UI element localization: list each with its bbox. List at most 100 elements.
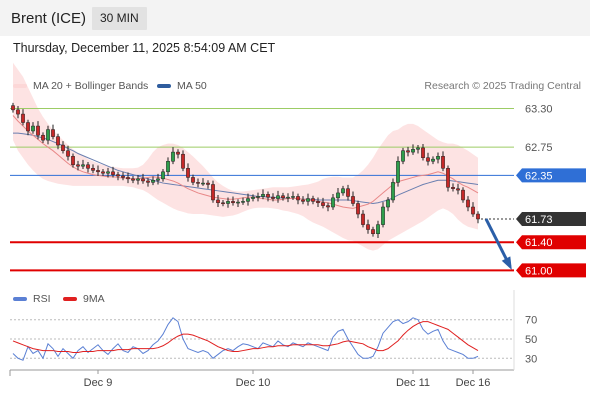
rsi-ma-line [12,321,479,353]
candle-body [431,158,435,162]
candle-body [111,171,115,175]
candle-body [261,194,265,197]
candle-body [286,196,290,199]
candle-body [331,197,335,208]
candle-body [321,202,325,206]
level-label-61.40: 61.40 [525,237,553,249]
candle-body [156,178,160,181]
candle-body [131,178,135,181]
candle-body [41,134,45,141]
candle-body [101,171,105,174]
level-label-62.75: 62.75 [525,142,553,154]
candle-body [391,182,395,201]
candle-body [296,196,300,201]
candle-body [21,113,25,123]
candle-body [86,164,90,169]
candle-body [146,180,150,183]
candle-body [226,201,230,204]
candle-body [446,168,450,188]
candle-body [161,171,165,180]
candle-body [166,160,170,173]
candle-body [81,164,85,167]
candle-body [436,156,440,160]
candle-body [211,184,215,201]
candle-body [336,192,340,199]
candle-body [386,199,390,208]
candle-body [246,198,250,202]
forecast-arrow-head [501,256,512,270]
candle-body [276,195,280,199]
candle-body [326,205,330,208]
copyright-text: Research © 2025 Trading Central [424,80,581,92]
candle-body [216,199,220,204]
rsi-tick-50: 50 [525,334,537,346]
candle-body [201,182,205,185]
candle-body [51,129,55,137]
candle-body [71,156,75,166]
candle-body [411,149,415,153]
ma50-swatch [157,84,171,88]
candle-body [76,164,80,167]
candle-body [266,194,270,198]
candle-body [231,201,235,204]
candle-body [171,151,175,162]
candle-body [11,105,15,111]
level-tag-61.40 [516,235,586,250]
legend-rsi-ma-label: 9MA [83,293,105,305]
candle-body [136,178,140,181]
legend-rsi-label: RSI [33,293,51,305]
candle-body [256,196,260,198]
candle-body [376,224,380,235]
candle-body [471,206,475,215]
candle-body [371,229,375,235]
legend-ma20-label: MA 20 + Bollinger Bands [33,80,149,92]
ma50-line [13,132,479,204]
rsi-ma-swatch [63,297,77,301]
legend-rsi: RSI [13,293,51,305]
level-label-63.30: 63.30 [525,103,553,115]
candle-body [36,125,40,136]
candle-body [401,150,405,162]
candle-body [206,182,210,185]
candle-body [456,188,460,191]
candle-body [361,213,365,225]
candle-body [66,150,70,157]
x-label-Dec-10: Dec 10 [236,377,271,389]
level-label-61.00: 61.00 [525,265,553,277]
rsi-tick-70: 70 [525,315,537,327]
candle-body [451,187,455,189]
x-label-Dec-9: Dec 9 [84,377,113,389]
candle-body [291,196,295,198]
candle-body [176,151,180,155]
candle-body [301,199,305,202]
candle-body [141,178,145,182]
candle-body [151,180,155,183]
level-tag-61.73 [516,211,586,226]
level-tag-61.00 [516,263,586,278]
candle-body [26,122,30,132]
timeframe-button[interactable]: 30 MIN [92,7,147,30]
candle-body [16,109,20,115]
candle-body [426,157,430,162]
candle-body [106,171,110,174]
candle-body [346,188,350,197]
candle-body [96,170,100,173]
candle-body [116,174,120,177]
candle-body [396,160,400,183]
candle-body [476,213,480,220]
candle-body [356,203,360,215]
candle-body [91,168,95,171]
bollinger-band [13,62,478,251]
legend-ma50-label: MA 50 [177,80,207,92]
forecast-arrow [484,218,512,268]
candle-body [191,177,195,183]
candle-body [306,198,310,202]
candle-body [441,156,445,169]
candle-body [271,196,275,199]
candle-body [316,201,320,204]
rsi-swatch [13,297,27,301]
candle-body [366,224,370,230]
candle-body [406,150,410,153]
candle-body [56,136,60,146]
level-tag-62.35 [516,168,586,183]
